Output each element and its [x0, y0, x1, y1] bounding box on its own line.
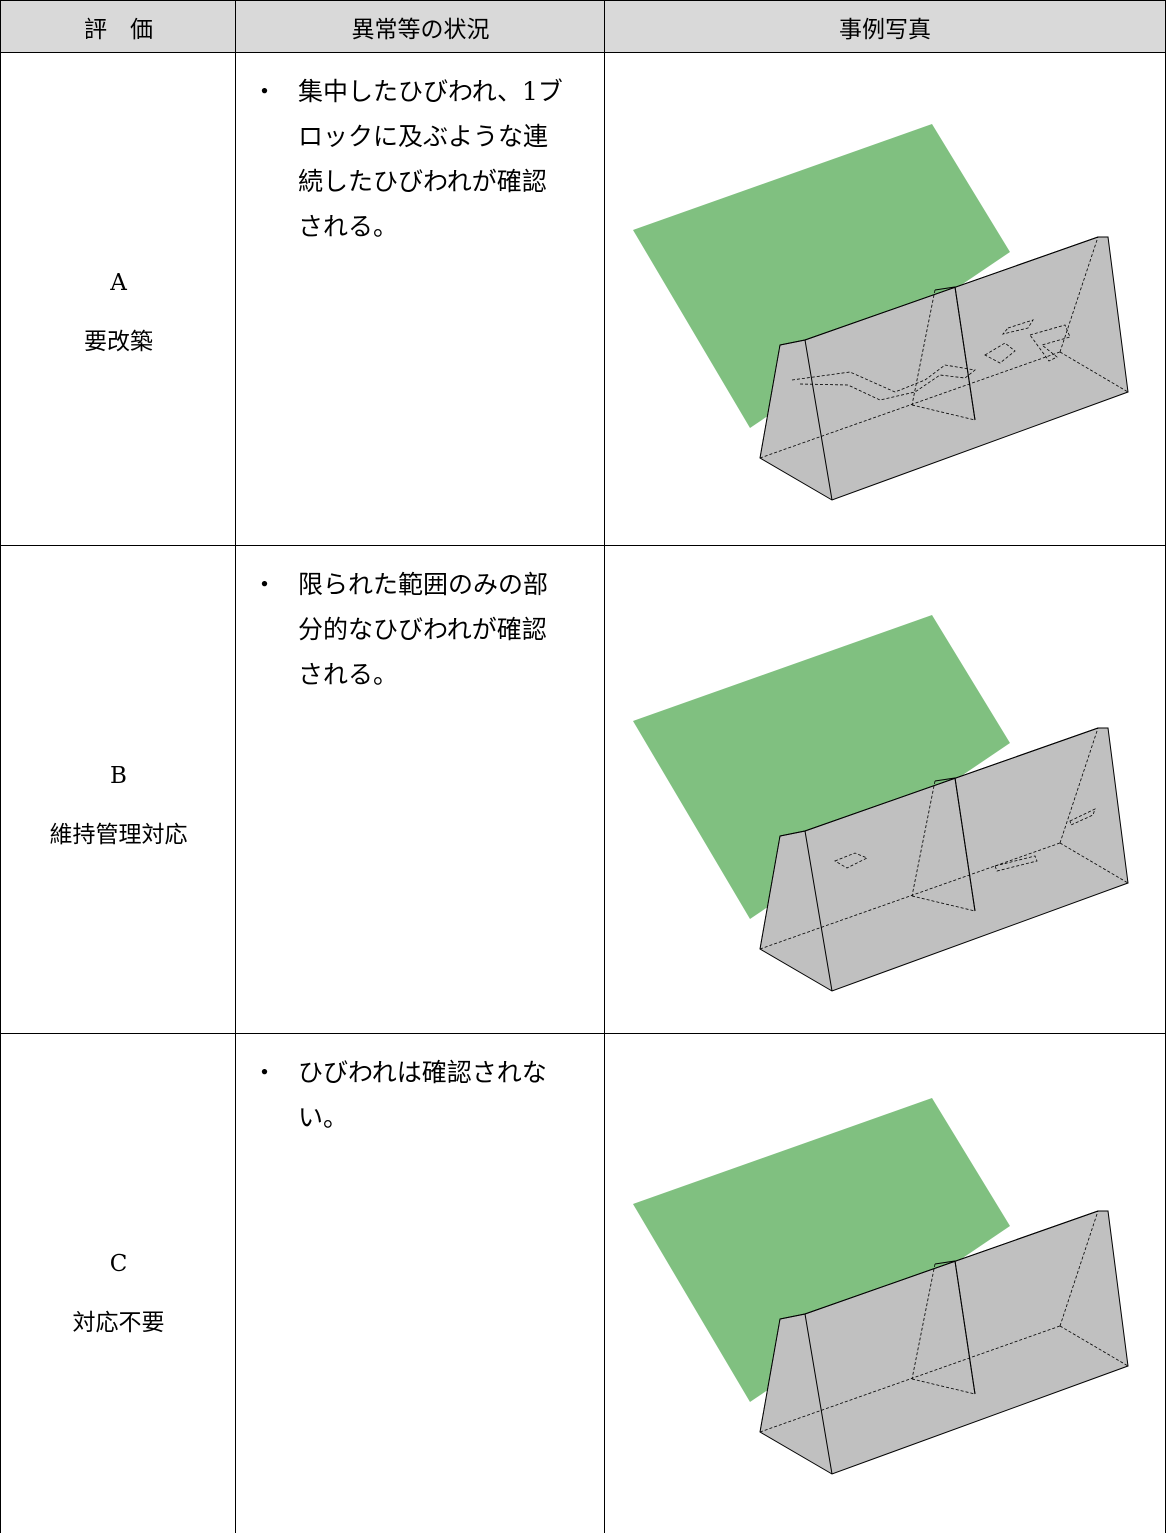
bullet: ・ [252, 77, 278, 106]
description-line: ・限られた範囲のみの部 [236, 562, 605, 607]
grade-cell: A 要改築 [0, 52, 236, 546]
description-line: 分的なひびわれが確認 [236, 607, 605, 652]
diagram [632, 614, 1129, 992]
text: される。 [298, 212, 399, 241]
description-line: ロックに及ぶような連 [236, 114, 605, 159]
text: 限られた範囲のみの部 [298, 570, 549, 599]
text: 続したひびわれが確認 [298, 167, 547, 196]
grade: A [110, 270, 127, 296]
grade-cell: C 対応不要 [0, 1033, 236, 1533]
bullet: ・ [252, 1058, 278, 1087]
header-cell: 異常等の状況 [235, 0, 605, 53]
grade-cell: B 維持管理対応 [0, 545, 236, 1034]
grade: C [109, 1251, 128, 1277]
header-cell: 事例写真 [604, 0, 1166, 53]
text: 分的なひびわれが確認 [298, 615, 547, 644]
text: 集中したひびわれ、1ブ [298, 77, 563, 106]
text: ひびわれは確認されな [298, 1058, 547, 1087]
bullet: ・ [252, 570, 278, 599]
cracks [791, 319, 1071, 401]
diagram [632, 123, 1129, 501]
description-line: 続したひびわれが確認 [236, 159, 605, 204]
description-line: される。 [236, 652, 605, 697]
grade-label: 対応不要 [72, 1310, 165, 1336]
grade-label: 要改築 [84, 329, 153, 355]
description-cell: ・限られた範囲のみの部 分的なひびわれが確認 される。 [235, 545, 605, 1034]
diagram [632, 1097, 1129, 1475]
text: ロックに及ぶような連 [298, 122, 549, 151]
grade: B [110, 763, 127, 789]
text: い。 [298, 1103, 349, 1132]
text: される。 [298, 660, 399, 689]
description-line: ・集中したひびわれ、1ブ [236, 69, 605, 114]
description-line: い。 [236, 1095, 605, 1140]
description-line: される。 [236, 204, 605, 249]
header-cell: 評 価 [0, 0, 236, 53]
description-line: ・ひびわれは確認されな [236, 1050, 605, 1095]
description-cell: ・ひびわれは確認されな い。 [235, 1033, 605, 1533]
grade-label: 維持管理対応 [49, 822, 188, 848]
description-cell: ・集中したひびわれ、1ブ ロックに及ぶような連 続したひびわれが確認 される。 [235, 52, 605, 546]
cracks [834, 808, 1096, 872]
